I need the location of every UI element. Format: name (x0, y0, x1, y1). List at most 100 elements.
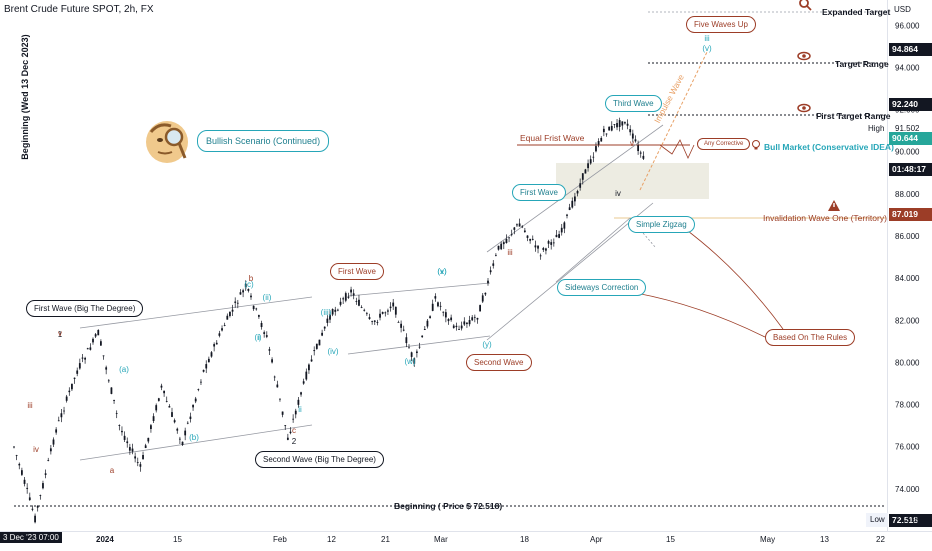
candle-body (410, 352, 413, 357)
candle-body (413, 358, 416, 364)
time-tick-label: May (760, 535, 776, 544)
price-badge: 01:48:17 (889, 163, 932, 177)
time-tick-label: 22 (876, 535, 885, 544)
candle-body (55, 429, 58, 433)
wave-label: b (249, 274, 254, 283)
sideways-correction-callout: Sideways Correction (557, 279, 647, 296)
candle-body (626, 123, 629, 126)
candle-body (292, 418, 295, 420)
wave-label: i (258, 333, 260, 342)
candle-body (558, 234, 560, 238)
wave-label: (b) (189, 433, 199, 442)
candle-body (526, 235, 529, 238)
candle-body (484, 292, 487, 295)
candle-body (447, 319, 450, 322)
candle-body (302, 381, 305, 384)
channel-line (347, 282, 491, 297)
time-axis (0, 531, 932, 551)
time-tick-label: Apr (590, 535, 603, 544)
candle-body (147, 437, 150, 442)
candle-body (434, 296, 437, 299)
candle-body (78, 363, 81, 369)
wave-label: (c) (244, 280, 254, 289)
wave-label: (w) (404, 357, 415, 366)
expanded-target-label: Expanded Target (822, 7, 891, 17)
rules-arrow (683, 227, 784, 330)
time-tick-label: 18 (520, 535, 529, 544)
candle-body (550, 242, 553, 245)
candle-body (355, 301, 358, 302)
candle-body (613, 124, 616, 125)
price-tick-label: 86.000 (895, 232, 920, 241)
candle-body (329, 314, 331, 320)
candle-body (97, 330, 100, 336)
candle-body (394, 306, 397, 315)
candle-body (123, 435, 126, 440)
candle-body (131, 448, 134, 452)
impulse-projection-arrow (639, 51, 708, 191)
candle-body (134, 456, 137, 459)
candle-body (368, 317, 371, 320)
price-badge: 72.518 (889, 513, 932, 527)
candle-body (210, 352, 213, 357)
price-badge: 87.019 (889, 208, 932, 222)
detective-emoji-icon (146, 121, 188, 163)
high-label: High (868, 124, 885, 133)
second-wave-big-callout: Second Wave (Big The Degree) (255, 451, 384, 468)
candle-body (521, 226, 524, 228)
any-corrective-callout: Any Corrective (697, 138, 751, 150)
currency-label[interactable]: USD (894, 5, 911, 14)
candle-body (584, 169, 587, 174)
candle-body (605, 133, 608, 135)
candle-body (516, 224, 518, 226)
candle-body (444, 312, 447, 318)
candle-body (431, 303, 434, 311)
price-tick-label: 78.000 (895, 401, 920, 410)
candle-body (49, 448, 52, 452)
channel-line (555, 217, 631, 283)
invalidation-label: Invalidation Wave One (Territory) (763, 213, 887, 223)
candle-body (128, 447, 131, 451)
candle-body (481, 295, 484, 302)
candle-body (273, 376, 276, 378)
candle-body (450, 317, 453, 321)
candle-body (537, 245, 539, 249)
wave-label: (v) (702, 44, 712, 53)
candle-body (339, 301, 342, 305)
time-tick-label: 3 Dec '23 07:00 (0, 532, 62, 543)
candle-body (73, 377, 76, 379)
wave-label: (iv) (327, 347, 338, 356)
candle-body (579, 183, 582, 188)
candle-body (352, 293, 355, 296)
candle-body (44, 473, 47, 475)
candle-body (479, 305, 481, 312)
candle-body (294, 410, 297, 415)
candle-body (508, 237, 510, 239)
candle-body (168, 406, 171, 408)
candle-body (592, 156, 595, 158)
candle-body (568, 207, 571, 210)
candle-body (313, 350, 316, 352)
candle-body (492, 263, 495, 266)
candle-body (323, 326, 326, 329)
five-waves-up-callout: Five Waves Up (686, 16, 756, 33)
candle-body (487, 280, 489, 284)
candle-body (100, 341, 102, 346)
candle-body (250, 295, 252, 298)
candle-body (18, 463, 21, 466)
candle-body (318, 339, 321, 346)
lightbulb-icon (752, 140, 760, 150)
candle-body (363, 309, 366, 311)
wave-label: a (110, 466, 115, 475)
candle-body (139, 464, 142, 467)
chart-title: Brent Crude Future SPOT, 2h, FX (4, 4, 154, 15)
candle-body (344, 293, 347, 301)
candle-body (552, 242, 555, 244)
candle-body (107, 380, 110, 382)
wave-label: (x) (437, 267, 447, 276)
candle-body (276, 384, 279, 388)
price-tick-label: 74.000 (895, 485, 920, 494)
candle-body (471, 317, 474, 321)
candle-body (36, 505, 39, 508)
candle-body (26, 487, 29, 489)
